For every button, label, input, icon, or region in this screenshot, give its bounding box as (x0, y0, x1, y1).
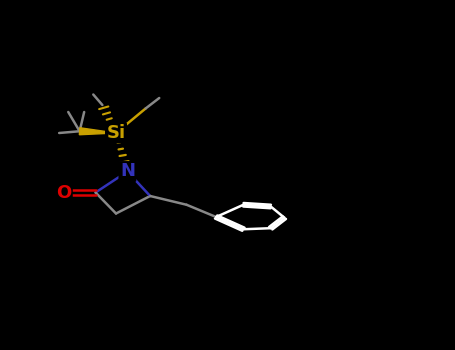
Text: Si: Si (106, 124, 126, 142)
Polygon shape (79, 128, 116, 135)
Text: N: N (120, 162, 135, 181)
Text: O: O (56, 183, 71, 202)
